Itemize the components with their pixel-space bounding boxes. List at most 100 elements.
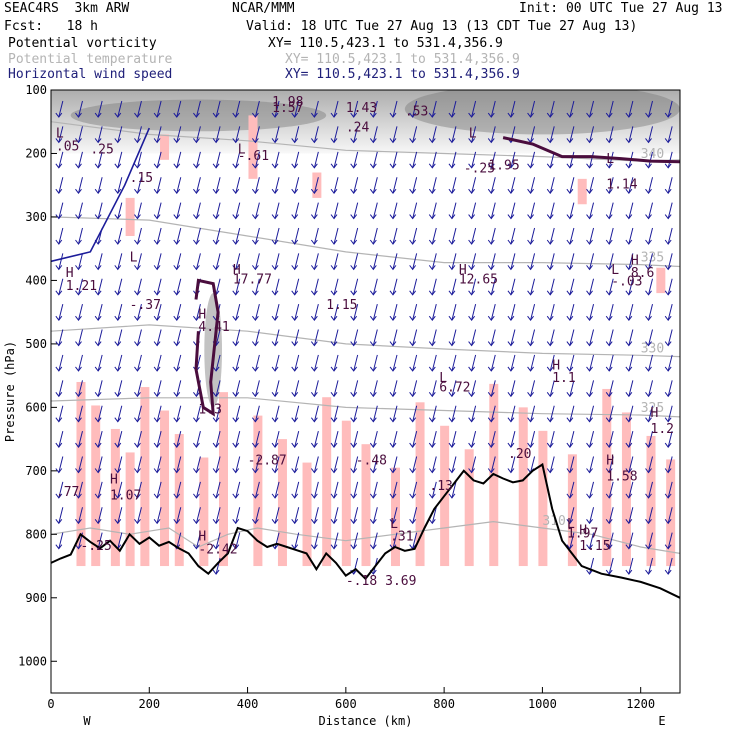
wind-arrowhead [251,315,259,321]
wind-arrowhead [153,138,161,144]
wind-arrow [58,202,64,219]
wind-arrow [569,430,575,448]
wind-arrow [97,304,103,321]
wind-arrow [569,253,575,270]
wind-arrow [648,227,654,245]
annotation-label: H [631,254,639,269]
wind-arrowhead [291,315,299,321]
wind-arrowhead [527,366,534,372]
wind-arrowhead [527,290,534,296]
wind-arrow [372,100,378,118]
wind-arrowhead [193,138,200,144]
wind-arrow [58,304,64,321]
wind-arrow [412,202,418,219]
wind-arrow [215,329,221,346]
wind-arrow [412,100,418,118]
wind-arrowhead [350,112,358,118]
wind-arrowhead [605,544,613,550]
wind-arrow [589,177,595,194]
annotation-label: 1.2 [651,422,674,437]
wind-arrowhead [94,214,102,220]
wind-arrowhead [487,392,495,398]
wind-arrow [117,507,123,524]
wind-arrowhead [586,112,593,118]
wind-arrowhead [310,518,318,525]
wind-arrow [333,481,339,499]
wind-arrowhead [664,214,672,220]
wind-arrowhead [389,518,397,525]
wind-arrowhead [153,214,161,220]
wind-arrow [412,532,418,549]
wind-arrowhead [586,341,593,347]
wind-arrowhead [566,112,574,118]
field-xy-theta: XY= 110.5,423.1 to 531.4,356.9 [285,52,520,67]
wind-arrowhead [645,569,652,575]
wind-arrowhead [389,138,397,144]
wind-arrow [176,354,182,372]
wind-arrowhead [94,341,102,347]
wind-arrowhead [625,265,633,271]
pink-patch [518,407,528,567]
wind-arrowhead [546,442,554,448]
wind-arrowhead [330,468,338,474]
annotation-label: L [439,371,447,386]
pv-contour-1 [502,136,680,164]
wind-arrowhead [605,315,613,321]
wind-arrow [353,456,359,473]
wind-arrow [136,151,142,168]
wind-arrowhead [350,366,358,372]
wind-arrow [353,278,359,295]
wind-arrowhead [55,442,63,448]
wind-arrowhead [546,112,554,118]
wind-arrowhead [291,239,299,245]
wind-arrow [608,126,614,143]
wind-arrowhead [75,265,82,271]
wind-arrowhead [271,442,279,448]
wind-arrowhead [114,214,122,220]
wind-arrow [313,354,319,372]
wind-arrowhead [625,392,633,398]
annotation-label: -.03 [611,274,642,289]
wind-arrowhead [75,290,82,296]
wind-arrowhead [507,188,515,195]
wind-arrow [471,126,477,143]
wind-arrowhead [291,290,299,296]
wind-arrow [195,227,201,245]
wind-arrowhead [75,239,82,245]
wind-arrow [195,405,201,422]
annotation-label: -.18 [346,574,377,589]
wind-arrowhead [193,417,200,423]
wind-arrow [117,481,123,499]
wind-arrow [648,304,654,321]
wind-arrow [156,126,162,143]
wind-arrow [195,253,201,270]
annotation-label: L [611,263,619,278]
wind-arrowhead [645,366,652,372]
wind-arrow [313,126,319,143]
wind-arrow [97,430,103,448]
wind-arrowhead [55,239,63,245]
wind-arrow [589,329,595,346]
annotation-label: 1.58 [606,469,637,484]
wind-arrow [471,227,477,245]
wind-arrow [195,177,201,194]
wind-arrowhead [586,544,593,550]
wind-arrow [431,100,437,118]
wind-arrow [195,304,201,321]
wind-arrowhead [409,392,417,398]
wind-arrow [117,177,123,194]
wind-arrowhead [507,341,515,347]
wind-arrowhead [586,138,593,144]
wind-arrowhead [271,392,279,398]
wind-arrowhead [212,417,220,423]
wind-arrow [58,456,64,473]
wind-arrow [549,227,555,245]
wind-arrow [451,151,457,168]
wind-arrow [77,329,83,346]
wind-arrow [569,100,575,118]
wind-arrowhead [114,265,122,271]
field-label-pv: Potential vorticity [8,36,157,51]
wind-arrowhead [428,518,436,525]
wind-arrowhead [271,341,279,347]
wind-arrowhead [153,188,161,195]
